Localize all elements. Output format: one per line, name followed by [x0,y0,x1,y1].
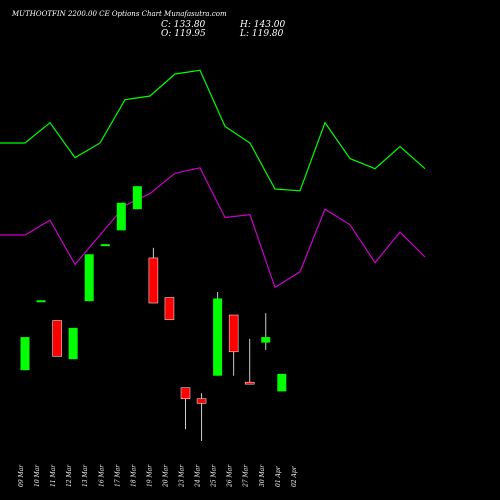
candle [277,373,287,392]
candle-body [68,327,78,360]
x-tick-label: 30 Mar [259,464,266,487]
x-axis-labels: 09 Mar 10 Mar 11 Mar 12 Mar 13 Mar 16 Mar 17 M… [18,464,298,488]
x-tick-label: 10 Mar [34,464,41,487]
candle-body [196,398,207,404]
candle-body [84,254,94,302]
x-tick-label: 01 Apr [275,465,282,487]
candle [261,313,271,350]
candle-body [52,320,62,357]
candle [100,244,110,247]
candle-body [36,300,46,303]
candle-body [261,337,271,343]
candle [132,186,142,210]
x-tick-label: 19 Mar [146,464,153,487]
chart-title: MUTHOOTFIN 2200.00 CE Options Chart Muna… [12,10,227,18]
x-tick-label: 17 Mar [114,464,121,487]
candle [52,320,62,357]
candle [36,300,46,303]
candle-body [213,298,223,376]
x-tick-label: 24 Mar [195,464,202,488]
candle-body [20,337,30,371]
lower-band-line [0,167,426,289]
high-value: H: 143.00 [240,20,286,30]
candle [20,337,30,371]
candle-body [180,387,191,399]
x-tick-label: 26 Mar [227,464,234,488]
candle [84,254,94,302]
candle-body [116,202,126,231]
x-tick-label: 02 Apr [291,465,298,487]
upper-band-line [0,69,426,192]
x-tick-label: 25 Mar [211,464,218,488]
candle [116,202,126,231]
x-tick-label: 23 Mar [179,464,186,488]
candle-body [244,381,255,385]
x-tick-label: 09 Mar [18,464,25,487]
candle [244,338,255,385]
candle-body [277,373,287,392]
candles-layer [20,186,287,442]
x-tick-label: 12 Mar [66,464,73,487]
x-tick-label: 27 Mar [243,464,250,488]
x-tick-label: 11 Mar [50,464,57,487]
x-tick-label: 20 Mar [162,464,169,488]
candle [228,314,239,376]
close-value: C: 133.80 [161,20,206,30]
x-tick-label: 18 Mar [130,464,137,487]
low-value: L: 119.80 [240,29,284,39]
bands-layer [0,69,426,289]
x-tick-label: 13 Mar [82,464,89,487]
candle-body [228,314,239,353]
candle [148,247,159,304]
open-value: O: 119.95 [161,29,206,39]
candle [213,292,223,376]
candle-body [148,257,159,304]
candle [68,327,78,360]
candle [164,297,175,320]
candle [196,393,207,442]
candle-body [132,186,142,210]
x-tick-label: 16 Mar [98,464,105,487]
candle-body [164,297,175,320]
candle-body [100,244,110,247]
candle [180,387,191,430]
